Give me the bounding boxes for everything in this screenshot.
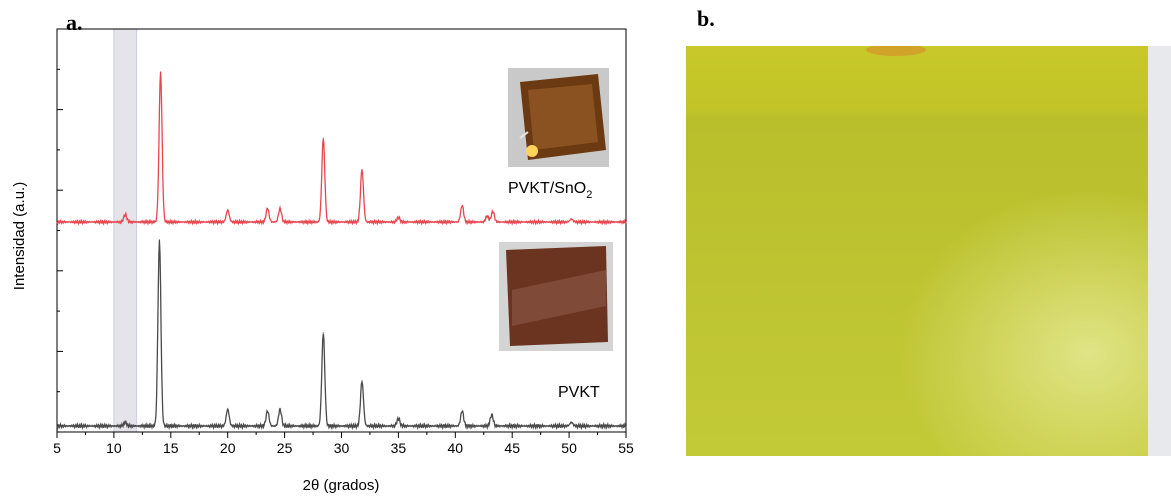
x-tick-label: 40 <box>448 440 464 456</box>
x-tick-label: 10 <box>106 440 122 456</box>
data-point <box>322 137 324 139</box>
xrd-chart: 5 10 15 20 25 30 35 40 45 50 55 2θ (grados) Intens… <box>11 28 634 494</box>
x-tick-label: 45 <box>504 440 520 456</box>
data-point <box>158 239 161 241</box>
photo-inset-pvkt-sno2 <box>508 68 609 167</box>
y-axis-title: Intensidad (a.u.) <box>11 182 28 290</box>
x-tick-label: 15 <box>163 440 179 456</box>
data-point <box>492 210 494 213</box>
x-tick-label: 55 <box>618 440 634 456</box>
data-point <box>279 408 281 410</box>
data-point <box>486 215 488 217</box>
data-point <box>124 421 126 423</box>
series-label-pvkt: PVKT <box>558 384 600 401</box>
data-point <box>461 204 463 207</box>
data-point <box>397 417 399 420</box>
series-label-pvkt-sno2: PVKT/SnO2 <box>508 180 592 201</box>
data-point <box>124 213 126 216</box>
x-tick-label: 35 <box>391 440 407 456</box>
x-tick-label: 20 <box>220 440 236 456</box>
data-point <box>361 380 363 382</box>
data-point <box>227 209 229 211</box>
data-point <box>322 332 324 334</box>
data-point <box>461 410 463 412</box>
x-tick-label: 5 <box>53 440 61 456</box>
data-point <box>570 421 572 423</box>
data-point <box>266 207 269 210</box>
data-point <box>159 71 162 73</box>
series-line-1 <box>56 240 627 431</box>
photo-inset-pvkt <box>499 242 613 351</box>
highlight-band <box>113 28 138 433</box>
data-point <box>361 168 363 171</box>
x-tick-label: 50 <box>561 440 577 456</box>
data-point <box>266 410 269 412</box>
data-point <box>491 414 493 416</box>
panel-b-label: b. <box>697 6 715 31</box>
photo-yellow-film <box>686 46 1171 456</box>
x-tick-label: 25 <box>277 440 293 456</box>
data-point <box>227 408 229 410</box>
x-tick-label: 30 <box>334 440 350 456</box>
x-axis-title: 2θ (grados) <box>303 477 380 494</box>
data-point <box>279 207 281 210</box>
data-point <box>570 218 572 220</box>
data-point <box>397 216 399 219</box>
series-line-0 <box>56 71 627 226</box>
